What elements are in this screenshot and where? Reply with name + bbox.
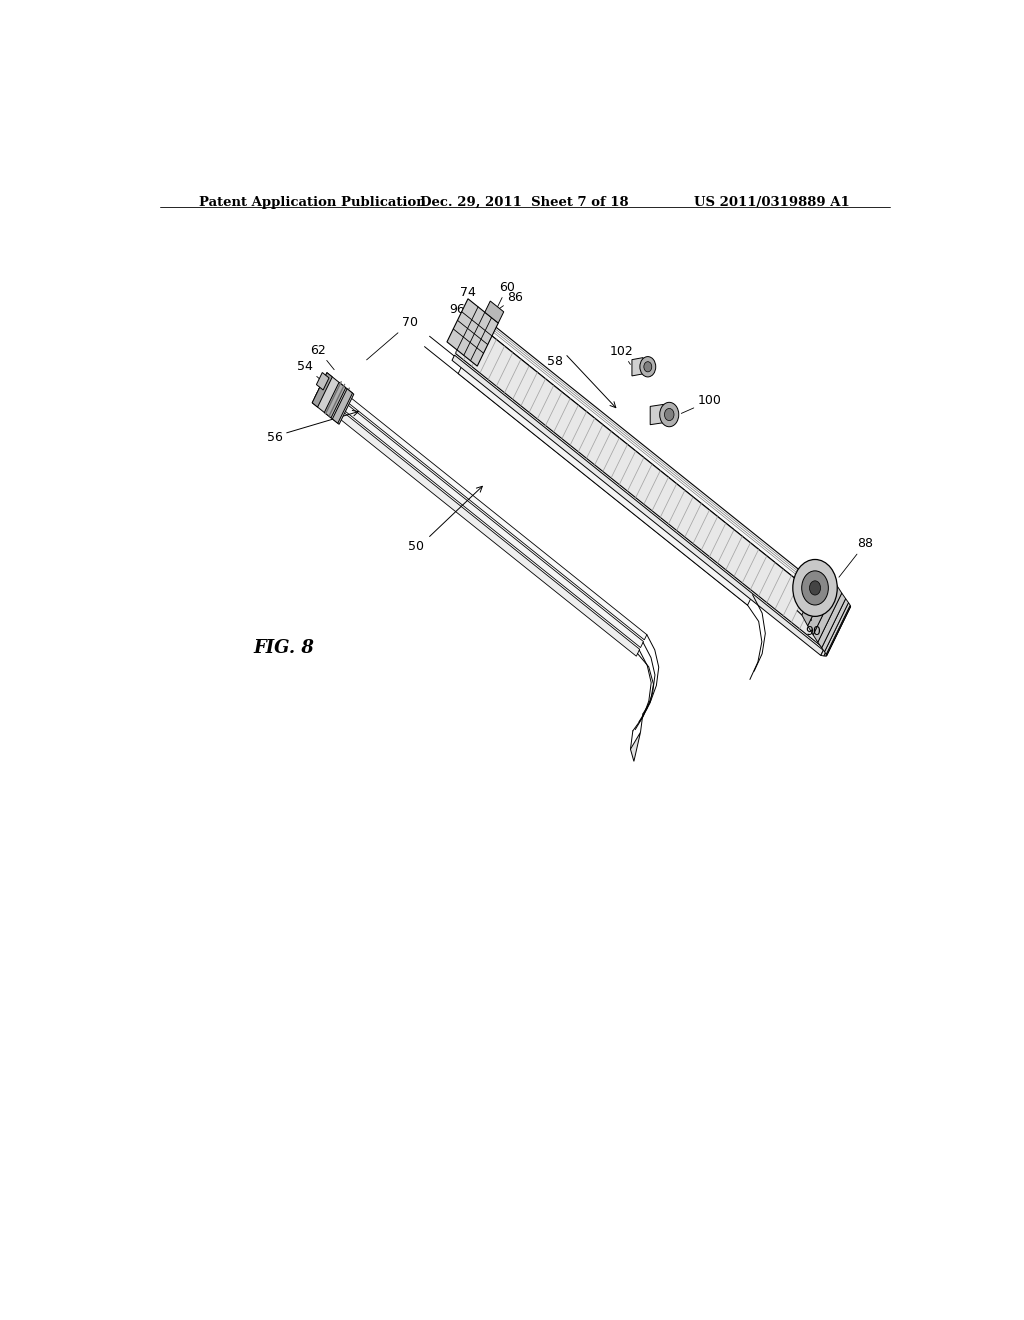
- Circle shape: [665, 408, 674, 421]
- Polygon shape: [472, 312, 845, 615]
- Polygon shape: [808, 577, 837, 635]
- Circle shape: [659, 403, 679, 426]
- Polygon shape: [312, 372, 333, 407]
- Polygon shape: [318, 384, 643, 648]
- Polygon shape: [312, 372, 354, 424]
- Text: US 2011/0319889 A1: US 2011/0319889 A1: [694, 195, 850, 209]
- Text: 54: 54: [297, 360, 326, 384]
- Polygon shape: [818, 593, 846, 648]
- Polygon shape: [821, 599, 849, 652]
- Polygon shape: [446, 298, 499, 366]
- Polygon shape: [632, 358, 643, 376]
- Polygon shape: [824, 603, 850, 655]
- Polygon shape: [323, 378, 647, 640]
- Text: 100: 100: [681, 395, 722, 413]
- Text: FIG. 8: FIG. 8: [253, 639, 314, 657]
- Circle shape: [793, 560, 838, 616]
- Text: 58: 58: [547, 355, 563, 368]
- Polygon shape: [821, 606, 848, 656]
- Polygon shape: [484, 301, 504, 323]
- Text: 90: 90: [806, 619, 821, 638]
- Text: 76: 76: [468, 333, 483, 352]
- Polygon shape: [813, 586, 842, 643]
- Text: 88: 88: [839, 537, 873, 577]
- Text: 56: 56: [267, 432, 283, 445]
- Polygon shape: [826, 607, 851, 656]
- Circle shape: [802, 570, 828, 605]
- Text: 70: 70: [367, 315, 418, 360]
- Text: 86: 86: [492, 290, 523, 314]
- Circle shape: [640, 356, 655, 378]
- Text: Patent Application Publication: Patent Application Publication: [200, 195, 426, 209]
- Circle shape: [809, 581, 820, 595]
- Text: 72: 72: [318, 395, 335, 408]
- Polygon shape: [452, 355, 823, 656]
- Text: 102: 102: [609, 345, 634, 364]
- Text: 62: 62: [310, 343, 334, 370]
- Text: 50: 50: [409, 540, 424, 553]
- Polygon shape: [824, 607, 850, 656]
- Polygon shape: [456, 319, 841, 648]
- Polygon shape: [316, 372, 329, 389]
- Polygon shape: [333, 389, 352, 424]
- Text: Dec. 29, 2011  Sheet 7 of 18: Dec. 29, 2011 Sheet 7 of 18: [421, 195, 629, 209]
- Polygon shape: [826, 605, 851, 656]
- Circle shape: [644, 362, 651, 372]
- Polygon shape: [458, 363, 753, 605]
- Polygon shape: [650, 404, 664, 425]
- Text: 60: 60: [495, 281, 515, 313]
- Polygon shape: [631, 733, 640, 762]
- Polygon shape: [314, 392, 640, 656]
- Polygon shape: [325, 383, 346, 418]
- Text: 74: 74: [460, 285, 476, 310]
- Text: 96: 96: [450, 302, 469, 321]
- Polygon shape: [802, 566, 831, 626]
